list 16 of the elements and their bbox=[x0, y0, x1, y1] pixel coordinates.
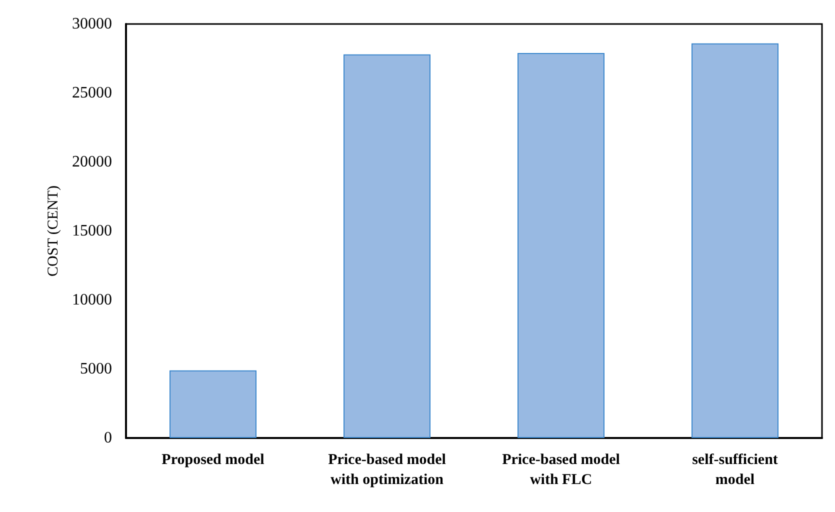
bar bbox=[692, 43, 778, 438]
y-tick-label: 25000 bbox=[72, 84, 112, 102]
y-tick-label: 5000 bbox=[80, 360, 112, 378]
y-tick-label: 15000 bbox=[72, 222, 112, 240]
bar bbox=[344, 54, 430, 438]
x-tick-label: Price-based model with optimization bbox=[328, 452, 446, 488]
y-tick-label: 10000 bbox=[72, 292, 112, 308]
y-tick-label: 20000 bbox=[72, 154, 112, 170]
x-tick-label: Price-based model with FLC bbox=[502, 452, 620, 488]
bar bbox=[170, 370, 256, 438]
x-tick-label: self-sufficient model bbox=[692, 452, 778, 488]
x-tick-label: Proposed model bbox=[162, 452, 264, 468]
bar bbox=[518, 52, 604, 438]
y-tick-label: 30000 bbox=[72, 16, 112, 32]
y-tick-label: 0 bbox=[104, 430, 112, 446]
y-axis-title: COST (CENT) bbox=[46, 186, 62, 276]
